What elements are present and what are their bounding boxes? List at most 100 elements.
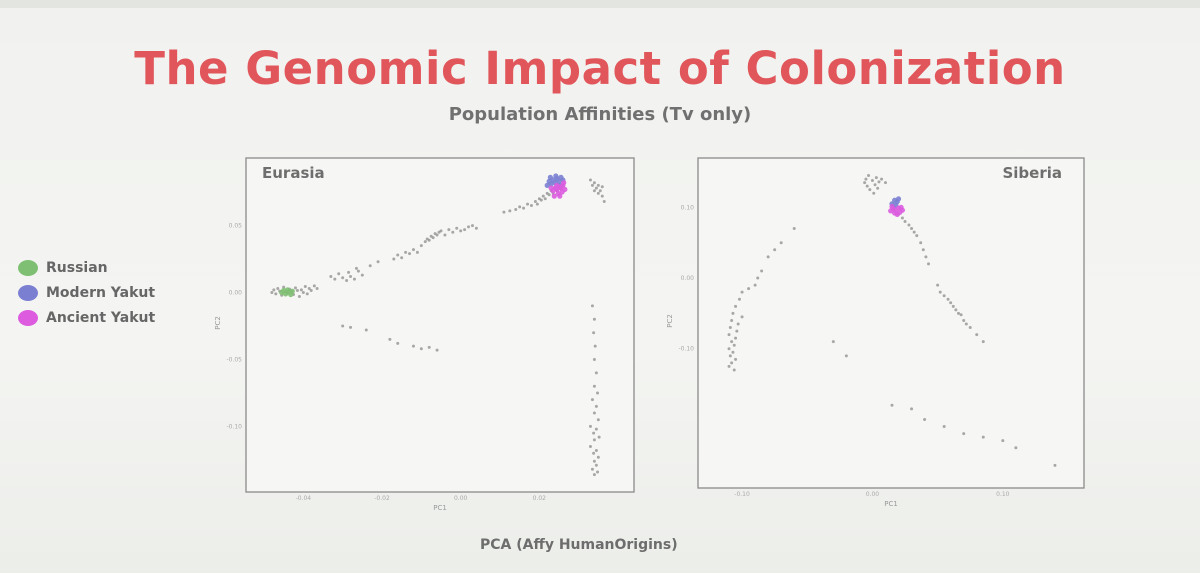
y-axis-label: PC2 xyxy=(666,314,674,328)
y-tick-label: 0.10 xyxy=(681,204,695,211)
point-background xyxy=(423,240,427,244)
point-background xyxy=(301,291,305,295)
point-background xyxy=(347,270,351,274)
point-background xyxy=(419,244,423,248)
point-background xyxy=(526,202,530,206)
figure-caption: PCA (Affy HumanOrigins) xyxy=(480,537,678,553)
point-background xyxy=(734,336,738,340)
point-background xyxy=(890,403,894,407)
point-background xyxy=(954,308,958,312)
point-background xyxy=(598,189,602,193)
x-tick-label: -0.04 xyxy=(296,495,312,502)
point-modern-yakut xyxy=(556,178,562,184)
point-background xyxy=(427,238,431,242)
point-background xyxy=(592,189,596,193)
point-background xyxy=(602,199,606,203)
point-ancient-yakut xyxy=(562,186,568,193)
point-background xyxy=(305,292,309,296)
x-tick-label: 0.10 xyxy=(996,491,1010,498)
point-background xyxy=(959,313,963,317)
series-russian xyxy=(279,287,295,298)
point-background xyxy=(376,260,380,264)
point-background xyxy=(873,183,877,187)
point-background xyxy=(594,463,598,467)
point-background xyxy=(427,345,431,349)
point-background xyxy=(766,255,770,259)
point-background xyxy=(731,311,735,315)
y-tick-label: 0.00 xyxy=(681,275,695,282)
point-background xyxy=(541,194,545,198)
point-background xyxy=(594,449,598,453)
point-background xyxy=(349,325,353,329)
point-background xyxy=(975,333,979,337)
series-ancient-yakut xyxy=(888,204,906,218)
point-background xyxy=(592,331,596,335)
point-background xyxy=(732,343,736,347)
y-tick-label: -0.10 xyxy=(678,346,694,353)
point-background xyxy=(435,233,439,237)
slide-subtitle: Population Affinities (Tv only) xyxy=(448,104,752,125)
point-background xyxy=(962,318,966,322)
point-background xyxy=(942,425,946,429)
point-background xyxy=(919,241,923,245)
point-background xyxy=(844,354,848,358)
point-background xyxy=(1001,439,1005,443)
point-background xyxy=(276,287,280,291)
point-background xyxy=(533,199,537,203)
point-background xyxy=(592,459,596,463)
point-background xyxy=(282,285,286,289)
point-background xyxy=(951,304,955,308)
point-background xyxy=(592,411,596,415)
point-background xyxy=(443,233,447,237)
slide-title: The Genomic Impact of Colonization xyxy=(134,42,1066,95)
point-background xyxy=(349,274,353,278)
point-background xyxy=(968,326,972,330)
point-background xyxy=(981,435,985,439)
point-background xyxy=(747,287,751,291)
point-background xyxy=(740,315,744,319)
point-ancient-yakut xyxy=(551,193,557,199)
point-ancient-yakut xyxy=(899,207,906,213)
point-background xyxy=(915,234,919,238)
point-background xyxy=(341,276,345,280)
point-modern-yakut xyxy=(544,182,550,188)
point-background xyxy=(596,183,600,187)
point-background xyxy=(949,301,953,305)
point-background xyxy=(529,203,533,207)
legend-dot-russian xyxy=(18,259,38,276)
point-background xyxy=(907,223,911,227)
point-background xyxy=(333,277,337,281)
point-background xyxy=(900,216,904,220)
point-background xyxy=(981,340,985,344)
point-background xyxy=(360,273,364,277)
point-modern-yakut xyxy=(895,196,902,202)
point-background xyxy=(299,288,303,292)
point-background xyxy=(593,344,597,348)
point-background xyxy=(459,229,463,233)
point-background xyxy=(779,241,783,245)
point-ancient-yakut xyxy=(548,185,554,191)
point-background xyxy=(942,294,946,298)
point-background xyxy=(272,288,276,292)
point-background xyxy=(964,322,968,326)
point-background xyxy=(518,205,522,209)
point-background xyxy=(924,255,928,259)
point-background xyxy=(539,198,543,202)
point-background xyxy=(352,277,356,281)
point-background xyxy=(910,227,914,231)
point-background xyxy=(588,445,592,449)
legend: Russian Modern Yakut Ancient Yakut xyxy=(18,255,155,330)
point-background xyxy=(903,219,907,223)
point-background xyxy=(312,284,316,288)
point-background xyxy=(1053,463,1057,467)
x-tick-label: 0.00 xyxy=(454,495,468,502)
y-tick-label: 0.05 xyxy=(229,223,243,230)
point-background xyxy=(522,206,526,210)
x-axis-label: PC1 xyxy=(884,500,898,508)
plot-title: Siberia xyxy=(1002,164,1062,182)
legend-item-russian: Russian xyxy=(18,255,155,280)
x-tick-label: -0.10 xyxy=(734,491,750,498)
point-background xyxy=(415,250,419,254)
legend-label-modern-yakut: Modern Yakut xyxy=(46,284,156,301)
